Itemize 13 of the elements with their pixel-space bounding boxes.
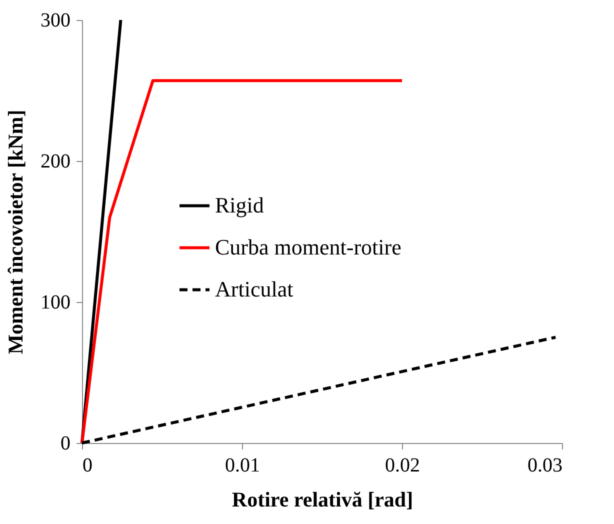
- legend-label: Rigid: [215, 192, 264, 218]
- x-axis-title: Rotire relativă [rad]: [232, 488, 414, 512]
- legend-label: Curba moment-rotire: [215, 234, 402, 260]
- legend-label: Articulat: [215, 276, 294, 302]
- y-tick-label: 100: [40, 292, 70, 314]
- y-tick-label: 200: [40, 150, 70, 172]
- y-axis-title: Moment încovoietor [kNm]: [4, 110, 28, 354]
- x-tick-label: 0.02: [385, 454, 420, 476]
- x-tick-label: 0.03: [528, 454, 562, 476]
- y-tick-label: 0: [60, 432, 70, 454]
- y-tick-label: 300: [40, 10, 70, 32]
- x-tick-label: 0: [82, 454, 92, 476]
- x-tick-label: 0.01: [225, 454, 260, 476]
